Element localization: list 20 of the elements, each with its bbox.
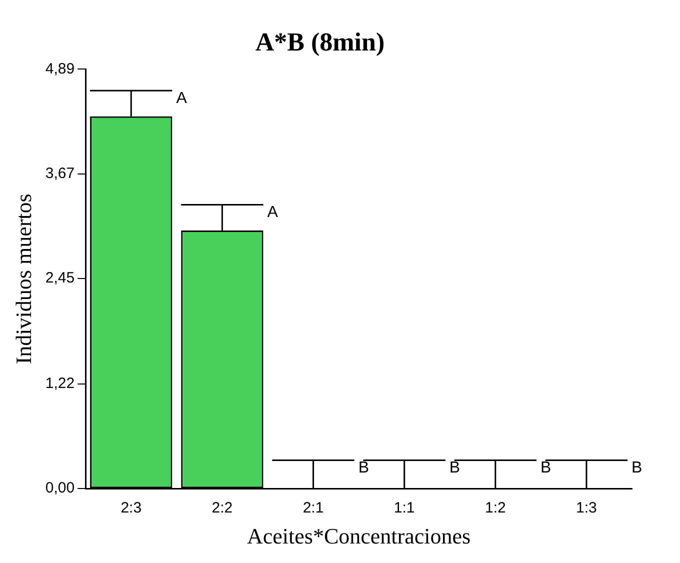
y-tick-label: 4,89 [45, 60, 75, 78]
x-tick-label: 1:2 [484, 500, 506, 517]
x-tick-label: 2:1 [302, 500, 324, 517]
x-tick-label: 2:3 [120, 500, 142, 517]
annotation: B [449, 460, 460, 477]
x-tick-label: 2:2 [212, 500, 233, 517]
annotation: B [358, 460, 370, 477]
y-tick-label: 0,00 [45, 480, 75, 497]
annotation: A [267, 204, 278, 222]
x-tick-label: 1:3 [576, 500, 597, 517]
chart-title: A*B (8min) [255, 27, 385, 56]
y-tick-label: 1,22 [45, 375, 75, 392]
y-tick-label: 3,67 [45, 164, 75, 182]
annotation: B [632, 460, 642, 477]
y-axis-title: Individuos muertos [10, 194, 36, 364]
x-tick-label: 1:1 [394, 500, 415, 517]
y-tick-label: 2,45 [45, 270, 75, 287]
annotation: B [540, 460, 552, 477]
annotation: A [176, 90, 188, 108]
x-axis-title: Aceites*Concentraciones [247, 524, 471, 549]
